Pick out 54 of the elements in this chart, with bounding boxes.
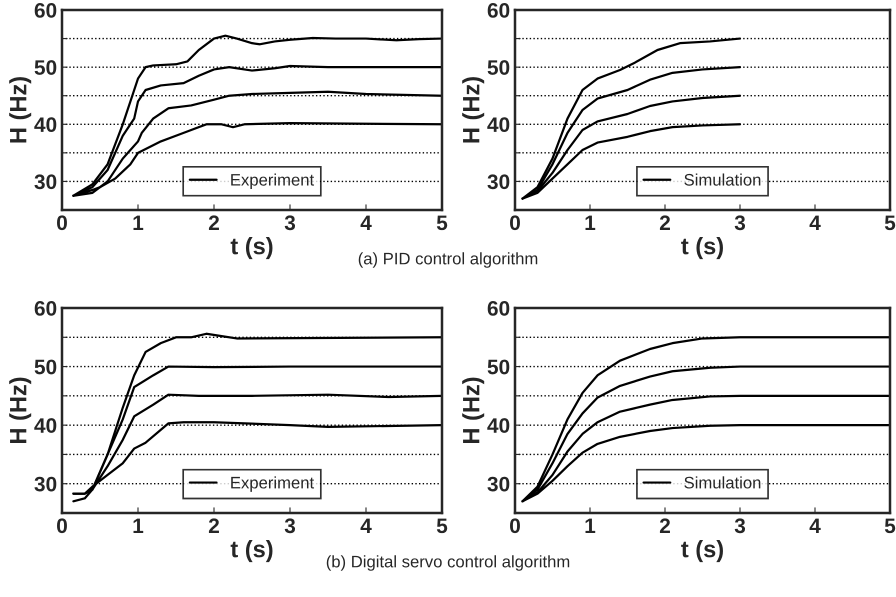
x-axis-title: t (s) (230, 540, 272, 562)
x-tick-label: 2 (208, 215, 219, 230)
legend-label: Simulation (684, 476, 760, 489)
y-axis-title: H (Hz) (462, 77, 484, 143)
x-tick-label: 4 (360, 216, 372, 230)
x-tick-label: 0 (510, 518, 520, 534)
x-tick-label: 2 (660, 215, 670, 230)
y-tick-label: 60 (488, 301, 510, 316)
y-tick-label: 40 (34, 117, 56, 132)
y-tick-label: 30 (34, 174, 56, 190)
x-tick-label: 1 (134, 216, 144, 230)
y-tick-label: 40 (487, 418, 510, 433)
y-tick-label: 60 (34, 3, 56, 18)
x-tick-label: 2 (208, 518, 219, 533)
x-tick-label: 3 (734, 518, 746, 534)
x-tick-label: 1 (586, 216, 596, 230)
x-tick-label: 0 (57, 215, 67, 230)
legend-label: Simulation (684, 173, 760, 186)
x-axis-title: t (s) (681, 237, 723, 260)
text: (b) Digital servo control algorithm (326, 555, 570, 571)
y-axis-title: H (Hz) (9, 77, 32, 143)
x-tick-label: 0 (510, 215, 520, 230)
x-tick-label: 5 (436, 216, 448, 230)
x-tick-label: 5 (884, 518, 896, 534)
y-tick-label: 40 (34, 418, 56, 433)
x-tick-label: 1 (586, 518, 596, 533)
y-tick-label: 60 (34, 301, 56, 316)
x-tick-label: 2 (660, 518, 670, 533)
x-tick-label: 3 (284, 215, 296, 230)
y-tick-label: 30 (487, 174, 510, 190)
x-tick-label: 5 (884, 216, 896, 230)
x-tick-label: 1 (134, 518, 144, 533)
x-tick-label: 0 (57, 518, 67, 534)
y-tick-label: 30 (487, 476, 510, 492)
y-tick-label: 50 (488, 360, 510, 374)
y-tick-label: 60 (488, 3, 510, 18)
y-tick-label: 50 (488, 60, 510, 75)
x-tick-label: 3 (734, 215, 746, 230)
x-axis-title: t (s) (681, 540, 723, 562)
y-tick-label: 40 (487, 117, 510, 132)
x-tick-label: 4 (360, 518, 372, 533)
x-tick-label: 4 (810, 216, 821, 230)
y-tick-label: 50 (34, 60, 56, 75)
x-tick-label: 5 (436, 518, 448, 534)
legend-label: Experiment (231, 173, 314, 189)
x-tick-label: 3 (284, 518, 296, 534)
y-axis-title: H (Hz) (9, 378, 32, 444)
y-tick-label: 50 (34, 360, 56, 374)
legend-label: Experiment (231, 476, 314, 492)
y-axis-title: H (Hz) (462, 378, 484, 444)
text: (a) PID control algorithm (358, 252, 538, 268)
x-tick-label: 4 (810, 518, 821, 533)
x-axis-title: t (s) (230, 237, 272, 260)
y-tick-label: 30 (34, 476, 56, 492)
